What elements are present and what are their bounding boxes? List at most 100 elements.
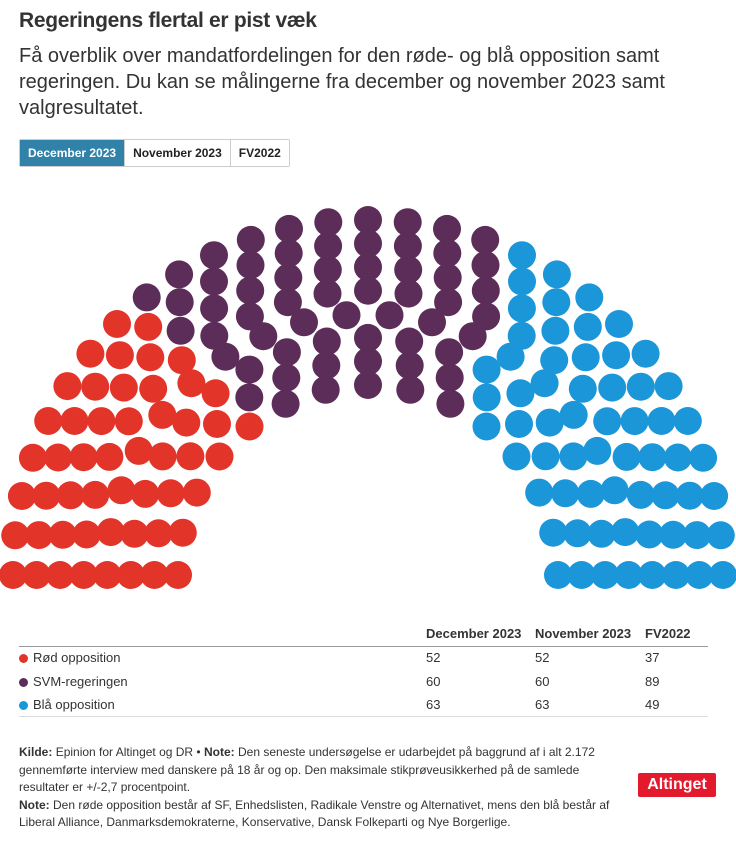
seat-bl-opposition	[507, 321, 536, 350]
seat-r-d-opposition	[148, 442, 177, 471]
seat-bl-opposition	[620, 407, 649, 436]
seat-r-d-opposition	[105, 341, 134, 370]
seat-r-d-opposition	[148, 400, 177, 429]
seat-r-d-opposition	[93, 561, 122, 589]
seat-bl-opposition	[559, 400, 588, 429]
seat-svm-regeringen	[290, 308, 318, 337]
cell-value: 52	[426, 650, 441, 665]
cell-value: 52	[535, 650, 550, 665]
seat-bl-opposition	[611, 518, 640, 547]
note-text: Den seneste undersøgelse er udarbejdet p…	[19, 745, 595, 794]
seat-svm-regeringen	[272, 338, 301, 367]
seat-r-d-opposition	[131, 479, 160, 508]
cell-value: 60	[535, 673, 550, 689]
seat-bl-opposition	[654, 372, 683, 401]
seat-svm-regeringen	[393, 208, 422, 237]
seat-bl-opposition	[675, 481, 704, 510]
seat-r-d-opposition	[235, 412, 264, 441]
seat-bl-opposition	[567, 561, 596, 589]
seat-r-d-opposition	[124, 436, 153, 465]
legend-dot-blue	[19, 701, 28, 710]
seat-svm-regeringen	[236, 276, 265, 305]
seat-r-d-opposition	[205, 442, 234, 471]
seat-r-d-opposition	[109, 373, 138, 402]
seat-bl-opposition	[525, 478, 554, 507]
seat-svm-regeringen	[354, 206, 382, 234]
seat-bl-opposition	[673, 407, 702, 435]
seat-bl-opposition	[709, 561, 736, 589]
seat-r-d-opposition	[95, 442, 124, 471]
seat-bl-opposition	[635, 520, 664, 549]
tab-december-2023[interactable]: December 2023	[20, 140, 125, 166]
seat-svm-regeringen	[132, 283, 161, 312]
column-header-december: December 2023	[426, 626, 522, 641]
seat-svm-regeringen	[435, 363, 464, 392]
seat-svm-regeringen	[354, 323, 382, 352]
seat-svm-regeringen	[274, 239, 303, 268]
seat-r-d-opposition	[0, 561, 27, 589]
seat-svm-regeringen	[471, 251, 500, 280]
seat-bl-opposition	[700, 482, 729, 510]
seat-svm-regeringen	[166, 316, 195, 345]
seat-r-d-opposition	[46, 561, 75, 589]
seat-r-d-opposition	[120, 519, 149, 548]
seat-r-d-opposition	[72, 520, 101, 549]
seat-r-d-opposition	[177, 369, 206, 398]
row-label: Rød opposition	[33, 650, 121, 665]
seat-svm-regeringen	[313, 279, 342, 308]
seat-bl-opposition	[587, 519, 616, 548]
seat-r-d-opposition	[53, 372, 82, 401]
seat-r-d-opposition	[201, 379, 230, 408]
seat-svm-regeringen	[165, 288, 194, 317]
seat-svm-regeringen	[271, 389, 300, 418]
seat-r-d-opposition	[48, 520, 77, 549]
altinget-logo[interactable]: Altinget	[638, 773, 716, 797]
seat-svm-regeringen	[435, 338, 464, 367]
seat-svm-regeringen	[211, 342, 240, 371]
seat-r-d-opposition	[103, 310, 131, 338]
seat-bl-opposition	[598, 373, 627, 402]
seat-r-d-opposition	[69, 561, 98, 589]
seat-r-d-opposition	[34, 407, 63, 435]
seat-r-d-opposition	[76, 339, 105, 368]
seat-svm-regeringen	[458, 322, 487, 351]
seat-svm-regeringen	[275, 214, 303, 243]
seat-bl-opposition	[576, 479, 605, 508]
seat-r-d-opposition	[168, 518, 197, 547]
seat-r-d-opposition	[87, 407, 116, 436]
seat-bl-opposition	[472, 383, 501, 412]
seat-bl-opposition	[563, 519, 592, 548]
seat-r-d-opposition	[32, 481, 61, 510]
seat-svm-regeringen	[436, 389, 465, 418]
seat-svm-regeringen	[418, 308, 446, 337]
seat-svm-regeringen	[236, 225, 265, 254]
table-bottom-divider	[19, 716, 708, 717]
cell-value: 89	[645, 673, 660, 689]
seat-bl-opposition	[505, 410, 533, 438]
seat-svm-regeringen	[433, 214, 461, 243]
tab-november-2023[interactable]: November 2023	[124, 140, 230, 166]
seat-bl-opposition	[542, 288, 571, 317]
seat-r-d-opposition	[139, 374, 168, 403]
seat-bl-opposition	[530, 369, 559, 398]
chart-subtitle: Få overblik over mandatfordelingen for d…	[19, 45, 665, 119]
tab-fv2022[interactable]: FV2022	[229, 140, 289, 166]
seat-svm-regeringen	[200, 267, 228, 296]
seat-r-d-opposition	[182, 478, 211, 507]
seat-svm-regeringen	[165, 260, 194, 289]
seat-bl-opposition	[551, 479, 580, 508]
seat-bl-opposition	[659, 520, 688, 549]
seat-svm-regeringen	[395, 327, 424, 356]
seat-r-d-opposition	[164, 561, 192, 589]
cell-value: 63	[426, 697, 441, 712]
seat-svm-regeringen	[434, 288, 463, 317]
seat-bl-opposition	[496, 342, 525, 371]
column-header-november: November 2023	[535, 626, 632, 641]
seat-svm-regeringen	[433, 239, 462, 268]
seat-bl-opposition	[535, 408, 564, 437]
seat-r-d-opposition	[140, 561, 169, 589]
footer-notes: Kilde: Epinion for Altinget og DR • Note…	[19, 744, 619, 832]
seat-svm-regeringen	[472, 302, 501, 331]
seat-bl-opposition	[540, 346, 569, 375]
seat-svm-regeringen	[312, 327, 341, 356]
